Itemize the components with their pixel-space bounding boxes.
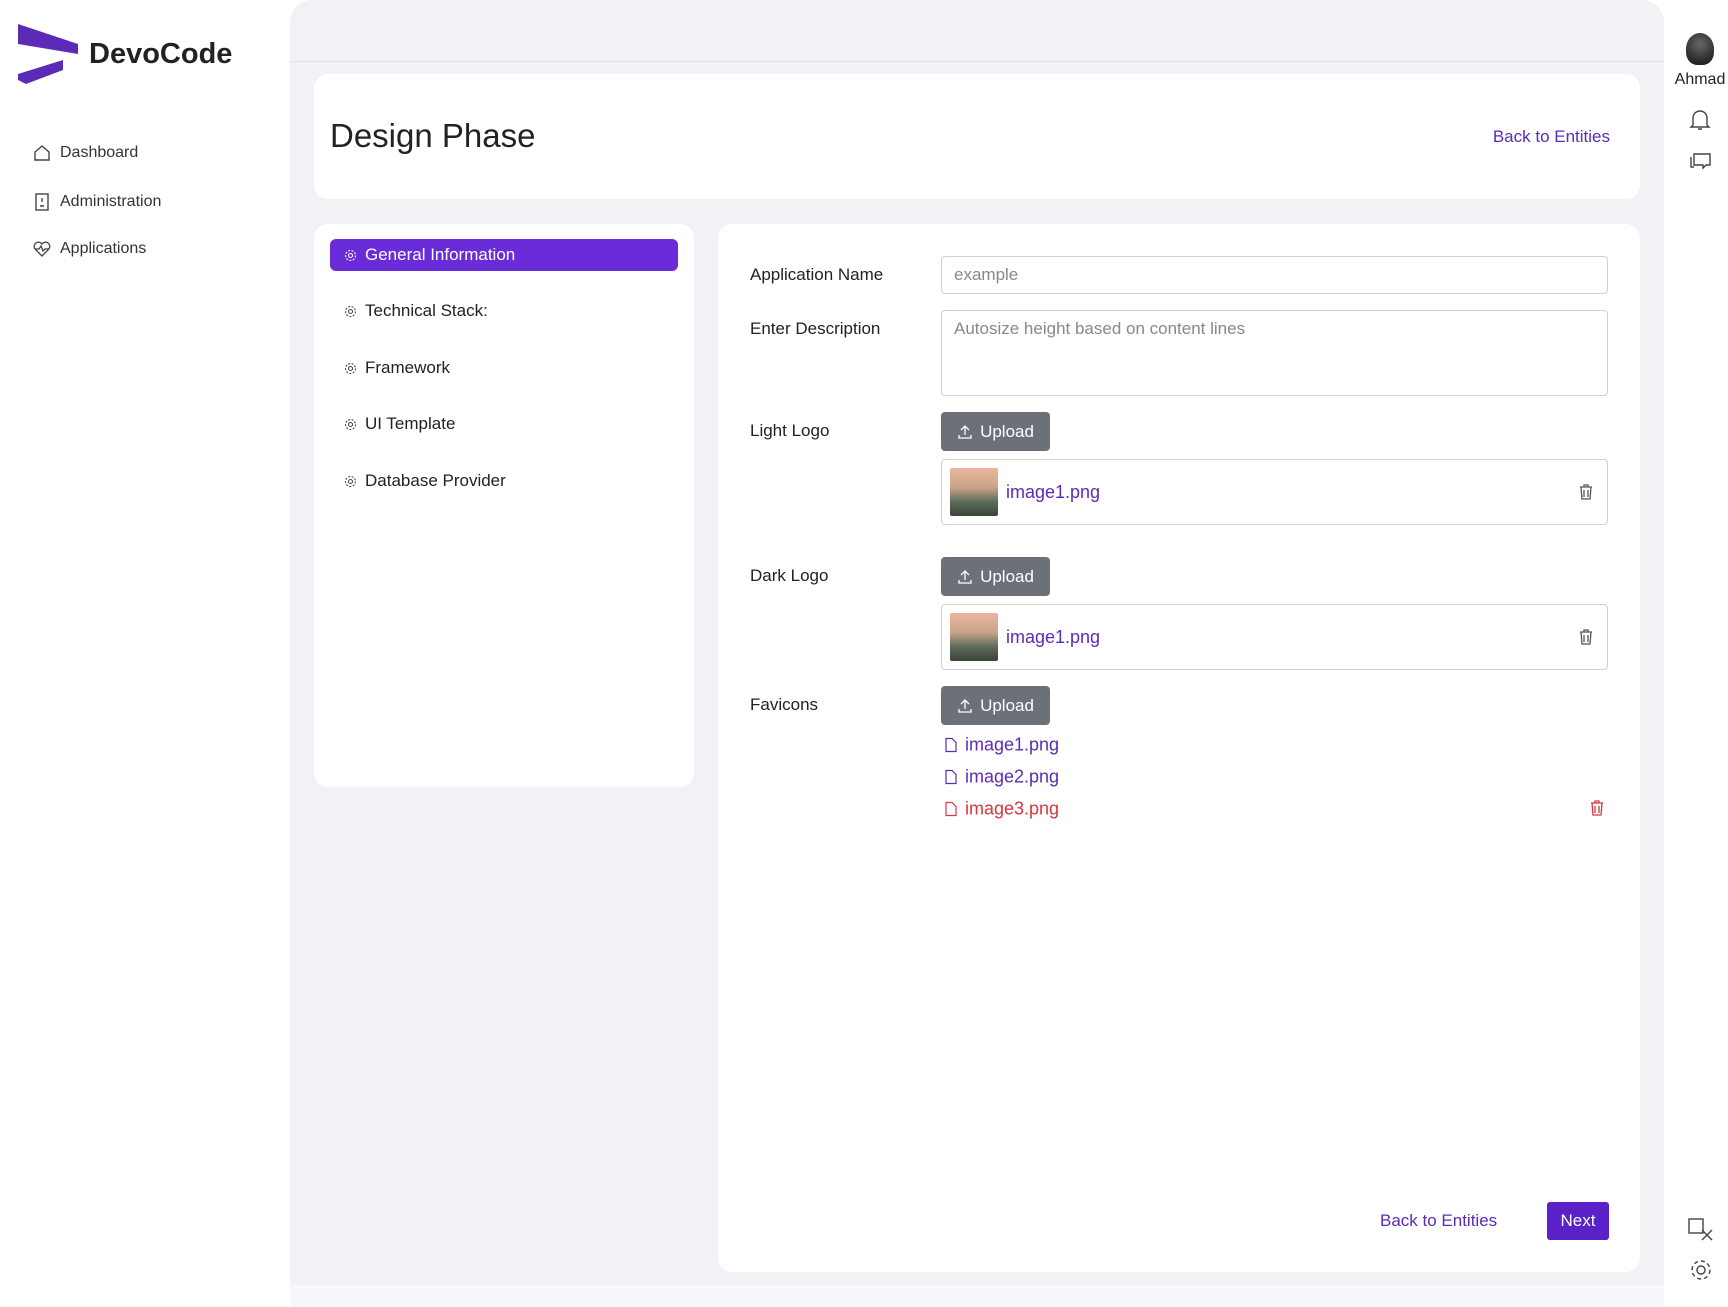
delete-icon[interactable]: [1590, 800, 1604, 816]
text-input[interactable]: example: [941, 256, 1608, 294]
nav-label: Applications: [60, 240, 147, 257]
favicon-file[interactable]: image3.png: [945, 799, 1059, 820]
delete-icon[interactable]: [1579, 484, 1593, 500]
file-icon: [945, 801, 957, 817]
footer-bar: [290, 1285, 1664, 1307]
button-label: Upload: [980, 421, 1034, 441]
nav-label: Administration: [60, 193, 162, 210]
tab-icon: [344, 305, 357, 317]
button-label: Upload: [980, 566, 1034, 586]
form-card: [718, 224, 1640, 1272]
back-link[interactable]: Back to Entities: [1492, 127, 1610, 146]
tab-label: General Information: [365, 245, 516, 264]
field-label: Application Name: [750, 265, 884, 284]
nav-label: Dashboard: [60, 144, 139, 161]
file-name[interactable]: image1.png: [1006, 626, 1101, 647]
tab[interactable]: UI Template: [330, 408, 678, 440]
tab-icon: [344, 362, 357, 374]
favicon-file[interactable]: image1.png: [945, 735, 1059, 756]
file-icon: [945, 737, 957, 753]
delete-icon[interactable]: [1579, 629, 1593, 645]
nav-item[interactable]: Applications: [32, 239, 146, 259]
icon: [35, 193, 49, 211]
upload-button[interactable]: Upload: [941, 686, 1050, 725]
next-button[interactable]: Next: [1547, 1202, 1609, 1240]
upload-button[interactable]: Upload: [941, 412, 1050, 451]
divider: [290, 61, 1664, 62]
tab-icon: [344, 418, 357, 430]
file-item: image1.png: [941, 604, 1608, 670]
header-card: [314, 74, 1640, 199]
brand: DevoCode: [89, 38, 233, 70]
file-name: image2.png: [965, 766, 1060, 787]
file-item: image1.png: [941, 459, 1608, 525]
tab-label: Database Provider: [365, 471, 506, 490]
nav-item[interactable]: Administration: [32, 192, 161, 212]
nav-item[interactable]: Dashboard: [32, 143, 138, 163]
icon: [958, 569, 972, 584]
tab[interactable]: General Information: [330, 239, 678, 271]
thumbnail: [950, 468, 998, 516]
field-label: Light Logo: [750, 421, 830, 440]
translate-icon[interactable]: [1688, 1218, 1714, 1242]
logo[interactable]: [18, 24, 78, 84]
tab[interactable]: Technical Stack:: [330, 295, 678, 327]
icon: [34, 145, 50, 161]
file-name: image3.png: [965, 798, 1060, 819]
icon: [33, 241, 51, 257]
tab-label: Framework: [365, 358, 451, 377]
tab[interactable]: Framework: [330, 352, 678, 384]
file-name[interactable]: image1.png: [1006, 481, 1101, 502]
bell-icon[interactable]: [1689, 108, 1711, 132]
tab-label: Technical Stack:: [365, 301, 488, 320]
file-name: image1.png: [965, 734, 1060, 755]
textarea[interactable]: Autosize height based on content lines: [941, 310, 1608, 396]
page-title: Design Phase: [330, 117, 536, 154]
thumbnail: [950, 613, 998, 661]
chat-icon[interactable]: [1688, 150, 1712, 172]
tab[interactable]: Database Provider: [330, 465, 678, 497]
tab-label: UI Template: [365, 414, 456, 433]
settings-icon[interactable]: [1689, 1258, 1713, 1282]
tab-icon: [344, 475, 357, 487]
field-label: Dark Logo: [750, 566, 829, 585]
tab-icon: [344, 249, 357, 261]
back-link[interactable]: Back to Entities: [1380, 1211, 1498, 1230]
icon: [958, 424, 972, 439]
icon: [958, 698, 972, 713]
field-label: Favicons: [750, 695, 819, 714]
tabs-card: [314, 224, 694, 787]
file-icon: [945, 769, 957, 785]
upload-button[interactable]: Upload: [941, 557, 1050, 596]
avatar[interactable]: [1686, 33, 1714, 65]
button-label: Upload: [980, 695, 1034, 715]
favicon-file[interactable]: image2.png: [945, 767, 1059, 788]
user-name: Ahmad: [1674, 71, 1726, 88]
field-label: Enter Description: [750, 319, 881, 338]
